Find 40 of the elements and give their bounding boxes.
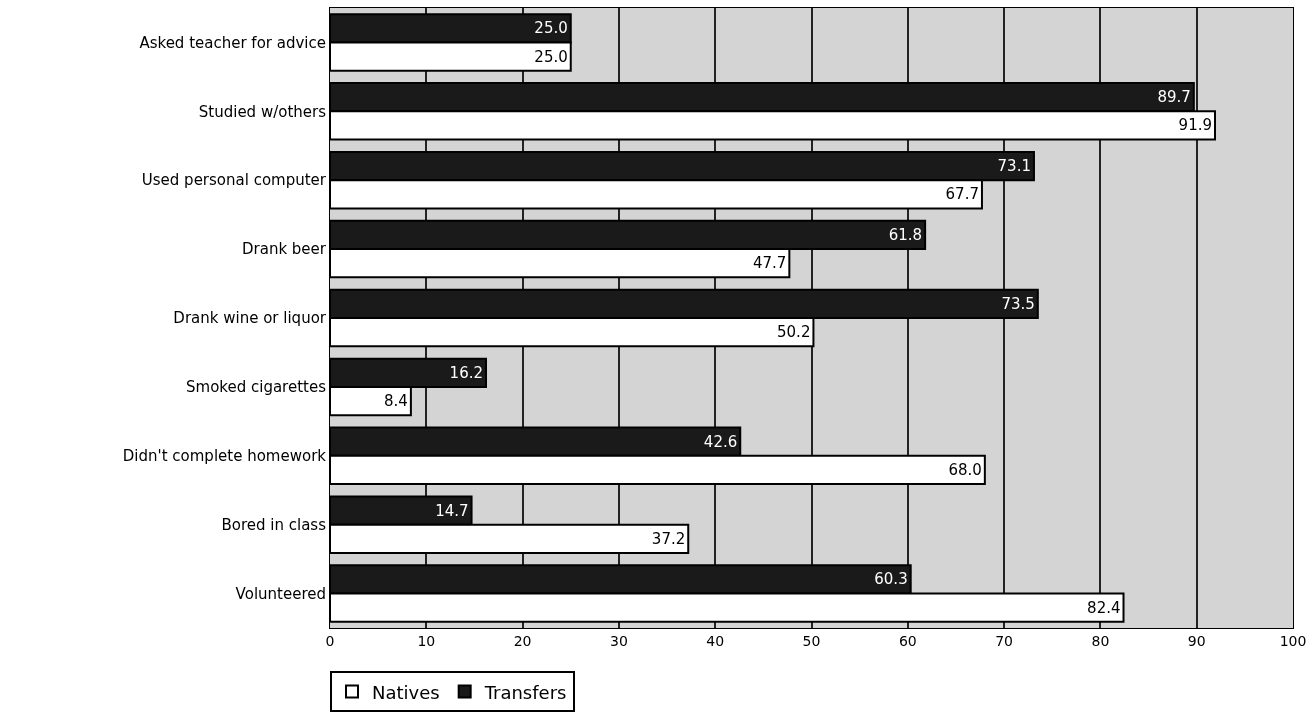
data-label: 42.6 [703,432,738,451]
y-tick-label: Studied w/others [198,102,327,121]
data-label: 67.7 [945,185,979,204]
y-tick-label: Asked teacher for advice [139,33,326,52]
y-tick-label: Used personal computer [141,171,327,190]
x-tick-label: 50 [802,632,821,649]
x-tick-label: 70 [995,632,1014,649]
data-label: 68.0 [948,460,982,479]
y-tick-label: Smoked cigarettes [186,378,327,397]
x-tick-label: 20 [513,632,532,649]
data-label: 61.8 [888,225,923,244]
data-label: 60.3 [874,570,908,589]
x-tick-label: 90 [1187,632,1206,649]
x-tick-label: 40 [706,632,725,649]
data-label: 37.2 [651,529,686,548]
data-label: 25.0 [534,47,568,66]
y-tick-label: Volunteered [235,584,326,603]
x-tick-label: 10 [417,632,436,649]
data-label: 25.0 [534,19,568,38]
data-label: 89.7 [1157,88,1191,107]
data-label: 91.9 [1178,116,1212,135]
data-label: 73.1 [997,157,1031,176]
data-label: 47.7 [752,254,787,273]
x-tick-label: 60 [898,632,917,649]
legend-label: Transfers [483,681,567,703]
y-tick-label: Drank wine or liquor [173,309,327,328]
data-label: 82.4 [1087,598,1121,617]
legend-label: Natives [372,681,440,703]
x-tick-label: 30 [609,632,628,649]
y-tick-label: Bored in class [221,515,327,534]
data-label: 73.5 [1001,294,1035,313]
x-tick-label: 0 [325,632,335,649]
data-label: 14.7 [435,501,469,520]
y-tick-label: Drank beer [241,240,327,259]
x-tick-label: 100 [1279,632,1307,649]
y-tick-label: Didn't complete homework [122,447,327,466]
data-label: 16.2 [449,363,484,382]
data-label: 50.2 [777,323,811,342]
data-label: 8.4 [384,392,408,411]
x-tick-label: 80 [1091,632,1110,649]
